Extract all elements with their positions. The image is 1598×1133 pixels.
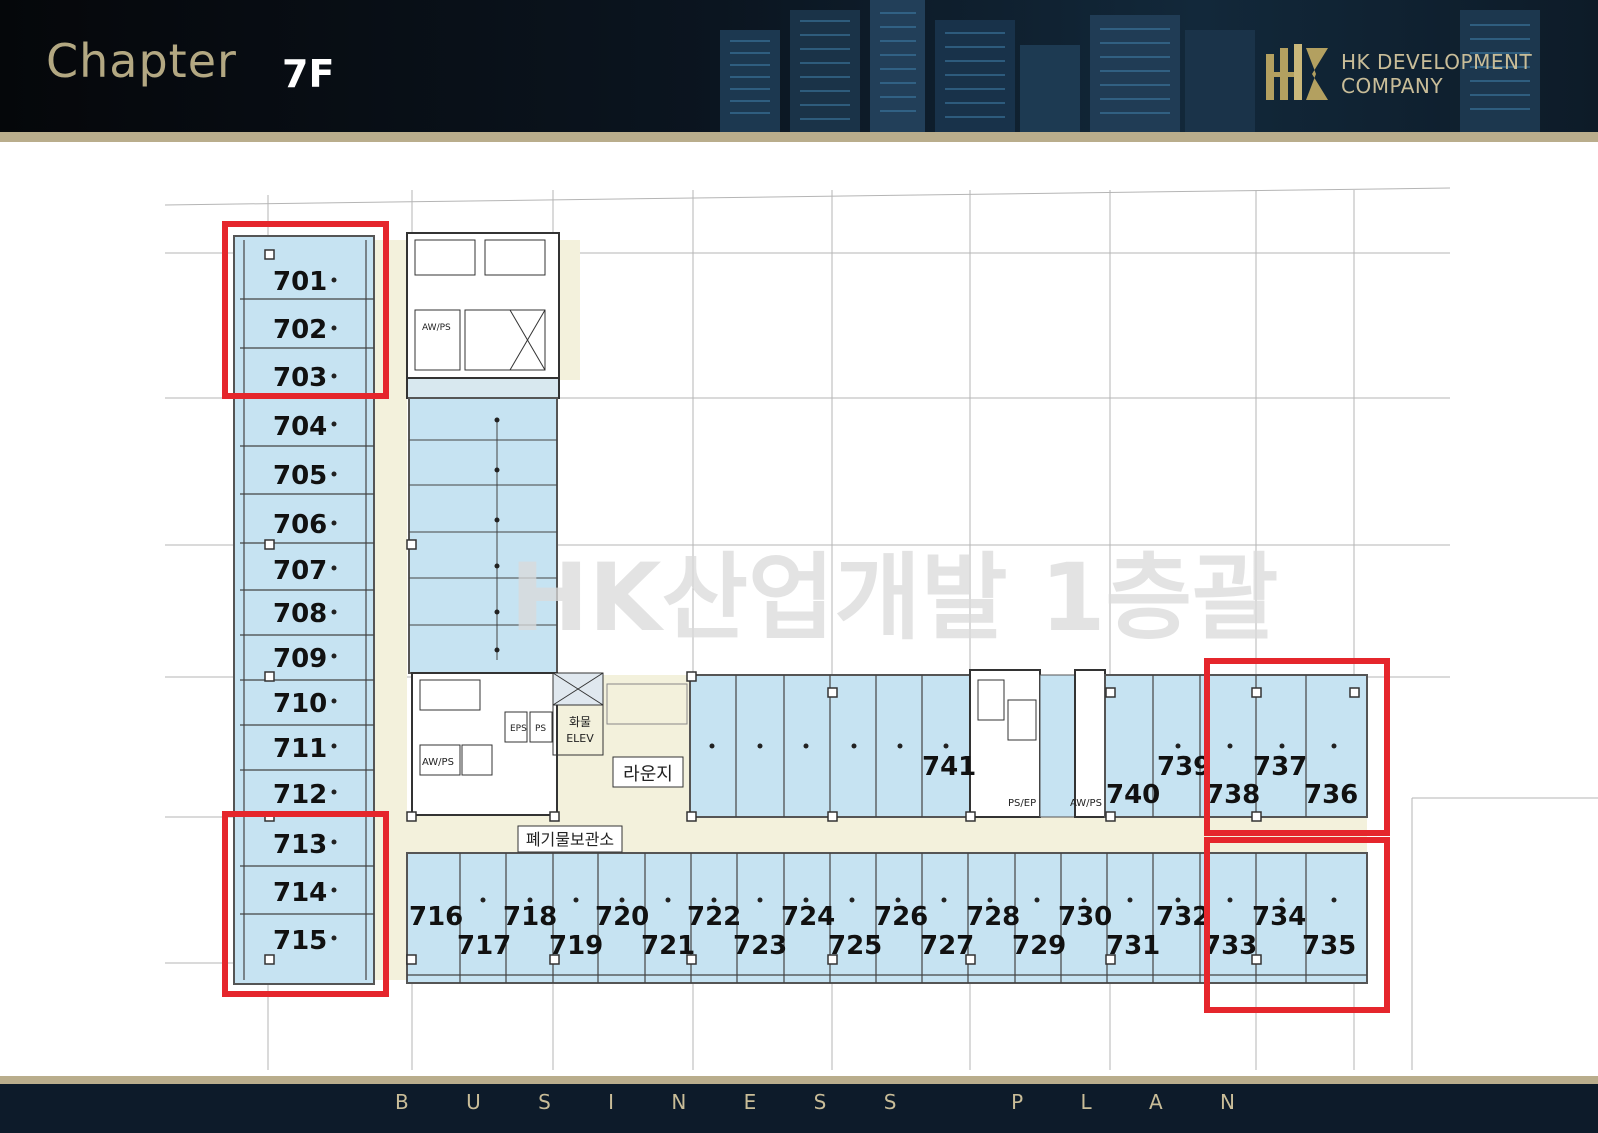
header-gold-band (0, 132, 1598, 142)
footer-letter: I (608, 1090, 615, 1114)
unit-735: 735 (1302, 931, 1356, 961)
unit-732: 732 (1156, 902, 1210, 932)
unit-741: 741 (922, 752, 976, 782)
unit-710: 710 (273, 689, 327, 719)
unit-740: 740 (1106, 780, 1160, 810)
unit-737: 737 (1253, 752, 1307, 782)
column-markers (331, 277, 1337, 941)
freight-elevator-label-1: 화물 (569, 715, 591, 729)
unit-734: 734 (1252, 902, 1306, 932)
chapter-title: Chapter (46, 34, 237, 88)
highlight-713-715 (222, 811, 389, 997)
unit-719: 719 (549, 931, 603, 961)
ps-label: PS (535, 724, 546, 734)
lounge-label: 라운지 (623, 764, 673, 785)
unit-705: 705 (273, 461, 327, 491)
waste-storage-label: 폐기물보관소 (526, 830, 614, 849)
south-row-labels: 716 718 720 722 724 726 728 730 732 734 … (409, 902, 1356, 961)
east-wing-units (689, 669, 1368, 818)
unit-729: 729 (1012, 931, 1066, 961)
footer-letter: N (1220, 1090, 1235, 1114)
city-skyline-image (720, 0, 1540, 132)
unit-728: 728 (966, 902, 1020, 932)
unit-708: 708 (273, 599, 327, 629)
footer-letter: S (538, 1090, 551, 1114)
footer-letter: E (743, 1090, 757, 1114)
unit-725: 725 (828, 931, 882, 961)
unit-739: 739 (1157, 752, 1211, 782)
watermark-text: HK산업개발 1층괄 (510, 544, 1279, 653)
footer-business-plan: B U S I N E S S P L A N (395, 1090, 1235, 1114)
west-wing-units (233, 235, 375, 985)
unit-722: 722 (687, 902, 741, 932)
floor-title: 7F (282, 52, 335, 96)
unit-701: 701 (273, 267, 327, 297)
aw-ps-label-east: AW/PS (1070, 798, 1102, 809)
footer-letter: B (395, 1090, 409, 1114)
unit-717: 717 (457, 931, 511, 961)
footer-bar (0, 1084, 1598, 1133)
highlight-701-703 (222, 221, 389, 399)
highlight-boxes (222, 221, 1390, 1013)
footer-letter: S (813, 1090, 827, 1114)
west-wing-labels: 701 702 703 704 705 706 707 708 709 710 … (273, 267, 327, 956)
unit-720: 720 (595, 902, 649, 932)
unit-716: 716 (409, 902, 463, 932)
company-name-line2: COMPANY (1341, 74, 1444, 98)
footer-gold-band (0, 1076, 1598, 1084)
unit-733: 733 (1203, 931, 1257, 961)
ps-ep-label: PS/EP (1008, 798, 1036, 809)
unit-706: 706 (273, 510, 327, 540)
unit-736: 736 (1304, 780, 1358, 810)
unit-711: 711 (273, 734, 327, 764)
unit-738: 738 (1206, 780, 1260, 810)
east-wing-labels: 741 739 737 740 738 736 (922, 752, 1358, 810)
highlight-733-735 (1204, 837, 1390, 1013)
unit-704: 704 (273, 412, 327, 442)
footer-letter: P (1011, 1090, 1024, 1114)
eps-label: EPS (510, 724, 527, 734)
aw-ps-label-north: AW/PS (422, 323, 451, 333)
unit-709: 709 (273, 644, 327, 674)
floor-plan: 라운지 폐기물보관소 화물 ELEV AW/PS AW/PS AW/PS PS/… (164, 187, 1598, 1070)
unit-727: 727 (920, 931, 974, 961)
unit-730: 730 (1058, 902, 1112, 932)
unit-726: 726 (874, 902, 928, 932)
unit-707: 707 (273, 556, 327, 586)
unit-712: 712 (273, 780, 327, 810)
company-name-line1: HK DEVELOPMENT (1341, 50, 1533, 74)
hk-monogram-icon (1266, 44, 1328, 100)
unit-713: 713 (273, 830, 327, 860)
unit-731: 731 (1106, 931, 1160, 961)
footer-letter: A (1149, 1090, 1163, 1114)
aw-ps-label-middle: AW/PS (422, 757, 454, 768)
middle-core (411, 672, 688, 816)
north-core (406, 232, 560, 674)
footer-letter: S (883, 1090, 897, 1114)
footer-letter: N (671, 1090, 687, 1114)
highlight-736-738 (1204, 658, 1390, 836)
unit-715: 715 (273, 926, 327, 956)
unit-718: 718 (503, 902, 557, 932)
freight-elevator-label-2: ELEV (566, 732, 594, 745)
waste-storage-box (517, 825, 623, 853)
unit-714: 714 (273, 878, 327, 908)
unit-724: 724 (781, 902, 835, 932)
unit-723: 723 (733, 931, 787, 961)
header-banner: Chapter 7F HK DEVELOPMENT COMPANY (0, 0, 1598, 132)
unit-702: 702 (273, 315, 327, 345)
footer-letter: L (1080, 1090, 1092, 1114)
unit-703: 703 (273, 363, 327, 393)
lounge-box (612, 756, 684, 788)
unit-721: 721 (641, 931, 695, 961)
footer-letter: U (466, 1090, 481, 1114)
